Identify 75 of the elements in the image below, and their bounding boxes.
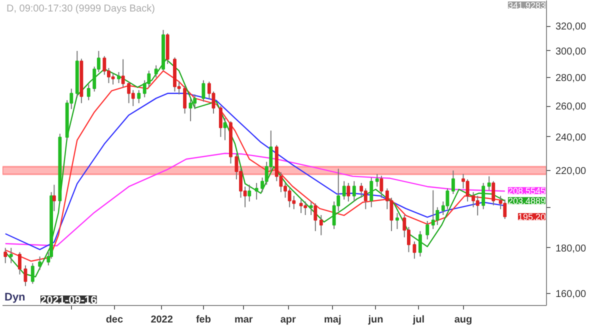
candlestick — [412, 240, 416, 260]
x-tick-label: jun — [367, 314, 384, 326]
candlestick — [418, 230, 422, 258]
candlestick — [451, 170, 455, 194]
candlestick — [218, 106, 222, 138]
candlestick — [492, 180, 496, 206]
candlestick — [446, 188, 450, 210]
candlestick — [360, 182, 364, 198]
annotation: Dyn — [4, 292, 26, 304]
annotation: 208,5545 — [508, 186, 546, 196]
x-tick-label: maj — [324, 314, 342, 326]
candlestick — [24, 264, 28, 287]
y-tick-label: 180,00 — [556, 243, 587, 254]
candlestick — [117, 72, 120, 84]
candlestick — [370, 177, 374, 208]
candlestick — [102, 56, 106, 76]
y-tick-label: 280,00 — [556, 73, 587, 84]
candlestick — [476, 195, 480, 216]
y-tick-label: 260,00 — [556, 102, 587, 113]
candlestick — [304, 201, 308, 216]
candlestick — [254, 182, 258, 200]
candlestick — [364, 188, 368, 210]
candlestick — [342, 180, 346, 200]
candlestick — [38, 256, 42, 270]
annotation: 341,9283 — [508, 0, 546, 10]
candlestick — [431, 190, 435, 230]
candlestick — [18, 252, 22, 275]
candlestick — [111, 72, 115, 85]
candlestick — [482, 182, 486, 210]
candlestick — [193, 94, 197, 110]
candlestick — [188, 98, 192, 122]
candlestick — [4, 247, 8, 264]
chart-title: D, 09:00-17:30 (9999 Days Back) — [6, 4, 155, 14]
y-tick-label: 240,00 — [556, 132, 587, 144]
candlestick — [121, 58, 125, 88]
candlestick — [396, 212, 399, 230]
candlestick — [127, 81, 131, 104]
x-tick-label: 2022 — [150, 314, 174, 326]
candlestick — [86, 84, 90, 101]
candlestick — [137, 90, 141, 104]
candlestick — [183, 85, 187, 114]
annotation: 2021-09-16 — [40, 294, 97, 306]
y-tick-label: 320,00 — [556, 22, 587, 33]
candlestick — [314, 202, 318, 232]
x-tick-label: mar — [234, 314, 253, 326]
candlestick — [248, 184, 252, 202]
candlestick — [309, 201, 313, 216]
y-tick-label: 220,00 — [556, 166, 587, 177]
x-tick-label: jul — [412, 314, 425, 326]
x-tick-label: feb — [196, 314, 211, 326]
candlestick — [472, 192, 476, 208]
candlestick — [380, 175, 384, 198]
candlestick — [487, 176, 491, 191]
candlestick — [9, 247, 13, 264]
candlestick — [436, 206, 440, 226]
annotation: 203,4889 — [508, 196, 546, 206]
candlestick — [288, 188, 292, 208]
candlestick — [426, 220, 430, 240]
y-tick-label: 300,00 — [556, 46, 587, 58]
x-tick-label: aug — [454, 314, 472, 326]
candlestick — [202, 80, 206, 102]
line-series — [4, 152, 506, 246]
candlestick — [346, 182, 350, 202]
annotation: 195,20 — [518, 212, 546, 222]
candlestick — [319, 214, 323, 236]
candlestick — [375, 174, 379, 188]
candlestick — [503, 199, 507, 220]
x-tick-label: dec — [106, 314, 124, 326]
candlestick — [30, 262, 34, 284]
candlestick — [154, 64, 158, 78]
y-tick-label: 160,00 — [556, 288, 587, 300]
candlestick — [352, 180, 356, 202]
x-tick-label: apr — [280, 314, 296, 326]
candlestick — [299, 199, 303, 214]
candlestick — [466, 178, 470, 202]
